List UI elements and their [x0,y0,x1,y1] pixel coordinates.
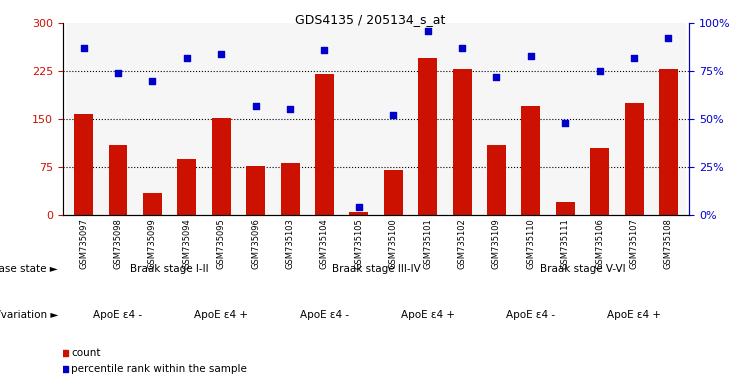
Bar [177,159,196,215]
Point [319,47,330,53]
Bar [453,69,471,215]
Text: GDS4135 / 205134_s_at: GDS4135 / 205134_s_at [296,13,445,26]
Bar [281,162,299,215]
Text: percentile rank within the sample: percentile rank within the sample [71,364,247,374]
Bar [74,114,93,215]
Bar [350,212,368,215]
Bar [135,23,170,215]
Bar [445,23,479,215]
Point [456,45,468,51]
Point [559,120,571,126]
Bar [625,103,643,215]
Text: Braak stage I-II: Braak stage I-II [130,264,209,274]
Bar [376,23,411,215]
Point [628,55,640,61]
Text: ApoE ε4 +: ApoE ε4 + [194,310,248,320]
Bar [273,23,308,215]
Bar [67,23,101,215]
Text: ApoE ε4 +: ApoE ε4 + [607,310,661,320]
Text: Braak stage V-VI: Braak stage V-VI [539,264,625,274]
Point [353,204,365,210]
Bar [617,23,651,215]
Bar [479,23,514,215]
Bar [212,118,230,215]
Bar [548,23,582,215]
Point [216,51,227,57]
Point [594,68,605,74]
Text: disease state ►: disease state ► [0,264,58,274]
Bar [411,23,445,215]
Point [525,53,536,59]
Point [78,45,90,51]
Text: ApoE ε4 -: ApoE ε4 - [300,310,349,320]
Bar [204,23,239,215]
Bar [522,106,540,215]
Bar [239,23,273,215]
Point [662,35,674,41]
Point [112,70,124,76]
Bar [514,23,548,215]
Text: Braak stage III-IV: Braak stage III-IV [332,264,420,274]
Bar [170,23,204,215]
Point [147,78,159,84]
Point [491,74,502,80]
Text: ApoE ε4 -: ApoE ε4 - [93,310,142,320]
Bar [143,193,162,215]
Bar [246,166,265,215]
Bar [384,170,402,215]
Point [388,112,399,118]
Bar [109,145,127,215]
Point [181,55,193,61]
Text: ApoE ε4 +: ApoE ε4 + [401,310,455,320]
Bar [308,23,342,215]
Point [422,28,433,34]
Bar [418,58,437,215]
Text: genotype/variation ►: genotype/variation ► [0,310,58,320]
Point [284,106,296,113]
Bar [342,23,376,215]
Bar [556,202,575,215]
Bar [651,23,685,215]
Bar [591,148,609,215]
Text: ApoE ε4 -: ApoE ε4 - [506,310,556,320]
Bar [659,69,678,215]
Bar [101,23,136,215]
Text: count: count [71,348,101,358]
Bar [487,145,506,215]
Point [250,103,262,109]
Bar [315,74,334,215]
Bar [582,23,617,215]
